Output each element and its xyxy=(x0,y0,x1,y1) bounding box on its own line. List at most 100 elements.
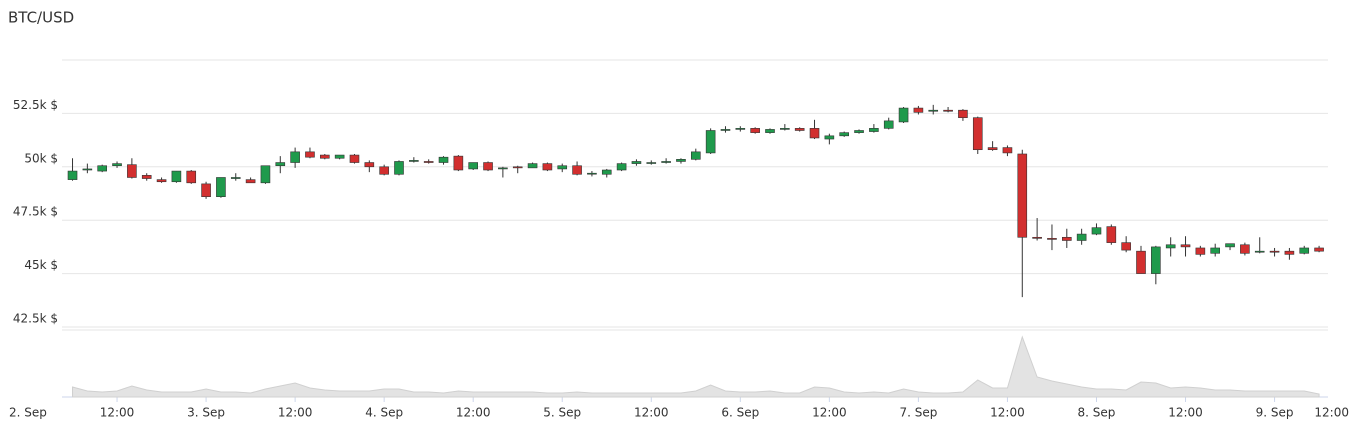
candle-body xyxy=(809,128,820,139)
y-tick-label: 42.5k $ xyxy=(13,312,58,326)
candle-body xyxy=(186,170,197,184)
candle-body xyxy=(260,165,271,184)
candle-body xyxy=(1136,250,1146,274)
candle-body xyxy=(1299,247,1310,254)
candle-body xyxy=(1017,153,1028,238)
y-tick-label: 45k $ xyxy=(24,258,58,272)
candle-body xyxy=(958,109,968,118)
candle-body xyxy=(1076,233,1087,241)
candle-body xyxy=(898,107,909,123)
candle-body xyxy=(1151,246,1161,274)
candle-body xyxy=(1254,250,1265,253)
candle-body xyxy=(1032,236,1042,239)
x-tick-label: 2. Sep xyxy=(9,406,47,420)
candle-body xyxy=(1269,250,1280,253)
candle-body xyxy=(928,109,939,112)
candle-body xyxy=(423,161,434,163)
candle-body xyxy=(572,165,582,175)
x-tick-label: 12:00 xyxy=(100,406,135,420)
candle-body xyxy=(1106,226,1117,243)
candle-body xyxy=(379,166,389,175)
candle-body xyxy=(913,107,924,113)
candle-body xyxy=(409,160,419,162)
x-tick-label: 8. Sep xyxy=(1078,406,1116,420)
x-tick-label: 3. Sep xyxy=(187,406,225,420)
candle-body xyxy=(127,164,137,178)
x-tick-label: 12:00 xyxy=(990,406,1025,420)
candle-body xyxy=(141,175,152,179)
candle-body xyxy=(201,183,211,198)
candle-body xyxy=(67,170,78,180)
candle-body xyxy=(972,117,983,151)
x-tick-label: 12:00 xyxy=(456,406,491,420)
candle-body xyxy=(854,130,864,133)
candle-body xyxy=(230,177,241,179)
candle-body xyxy=(438,156,449,163)
candle-body xyxy=(305,151,315,158)
candle-body xyxy=(1180,244,1191,248)
candle-body xyxy=(869,128,879,132)
candle-body xyxy=(453,155,464,171)
candle-body xyxy=(1240,244,1250,254)
candle-body xyxy=(705,130,716,154)
candle-body xyxy=(735,128,746,130)
x-tick-label: 9. Sep xyxy=(1256,406,1294,420)
candle-body xyxy=(839,132,850,137)
candle-body xyxy=(631,161,642,164)
candle-body xyxy=(824,135,835,140)
candle-body xyxy=(171,170,182,183)
y-tick-label: 50k $ xyxy=(24,151,58,165)
x-tick-label: 6. Sep xyxy=(721,406,759,420)
candle-body xyxy=(82,168,93,171)
chart-title: BTC/USD xyxy=(8,9,74,27)
candle-body xyxy=(498,167,508,170)
x-tick-label: 12:00 xyxy=(812,406,847,420)
candle-body xyxy=(690,151,701,160)
candle-body xyxy=(483,162,493,171)
candle-body xyxy=(601,169,612,175)
candle-body xyxy=(319,154,330,159)
candle-body xyxy=(750,128,760,133)
candle-body xyxy=(97,165,107,172)
candle-body xyxy=(394,161,404,175)
x-tick-label: 12:00 xyxy=(1168,406,1203,420)
candle-body xyxy=(1062,236,1072,241)
x-tick-label: 7. Sep xyxy=(899,406,937,420)
x-tick-label: 12:00 xyxy=(634,406,669,420)
candle-body xyxy=(646,162,657,164)
x-tick-label: 12:00 xyxy=(1314,406,1349,420)
candle-body xyxy=(1195,247,1206,255)
candle-body xyxy=(1047,238,1057,240)
candle-body xyxy=(245,179,256,184)
candle-body xyxy=(780,128,790,130)
candle-body xyxy=(542,163,553,171)
candle-body xyxy=(1210,247,1220,254)
candle-body xyxy=(1314,247,1324,252)
candle-body xyxy=(987,147,998,151)
candle-body xyxy=(1165,244,1176,249)
candle-body xyxy=(720,129,731,131)
candle-body xyxy=(794,128,805,131)
candle-body xyxy=(1225,243,1235,248)
candle-body xyxy=(557,165,568,170)
volume-area xyxy=(72,335,1320,398)
candle-body xyxy=(1121,242,1131,251)
candle-body xyxy=(587,172,597,175)
candle-body xyxy=(216,177,226,198)
candle-body xyxy=(527,163,538,169)
x-tick-label: 12:00 xyxy=(278,406,313,420)
x-tick-label: 4. Sep xyxy=(365,406,403,420)
candle-body xyxy=(765,129,775,133)
y-tick-label: 52.5k $ xyxy=(13,98,58,112)
candle-body xyxy=(156,179,167,183)
candle-body xyxy=(1091,227,1102,235)
candle-body xyxy=(468,162,479,170)
candle-body xyxy=(334,154,345,159)
candle-body xyxy=(512,166,523,169)
candle-body xyxy=(883,120,894,129)
candle-body xyxy=(290,151,300,163)
candle-body xyxy=(676,159,686,162)
y-tick-label: 47.5k $ xyxy=(13,205,58,219)
candle-body xyxy=(616,163,627,171)
